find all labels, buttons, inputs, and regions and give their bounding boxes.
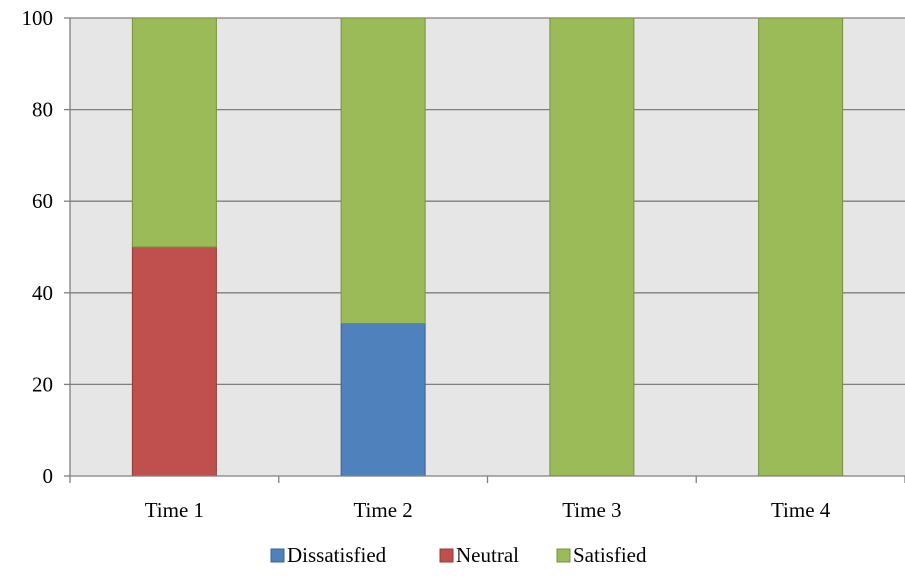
legend: Dissatisfied Neutral Satisfied xyxy=(270,543,647,567)
y-tick-label: 0 xyxy=(43,464,54,488)
legend-item-satisfied: Satisfied xyxy=(556,543,647,567)
bar-dissatisfied-time-2 xyxy=(340,322,426,477)
y-tick-label: 40 xyxy=(32,281,53,305)
bar-neutral-time-1 xyxy=(131,246,217,477)
y-tick-label: 60 xyxy=(32,189,53,213)
x-tick-label: Time 2 xyxy=(353,498,412,522)
bar-satisfied-time-3 xyxy=(549,17,635,477)
legend-label: Neutral xyxy=(456,543,519,567)
x-tick-labels: Time 1 Time 2 Time 3 Time 4 xyxy=(145,498,831,522)
y-tick-label: 100 xyxy=(22,6,54,30)
x-tick-label: Time 3 xyxy=(562,498,621,522)
legend-swatch xyxy=(270,548,285,563)
x-tick-label: Time 4 xyxy=(771,498,831,522)
legend-label: Satisfied xyxy=(573,543,647,567)
axes xyxy=(69,18,905,483)
bars xyxy=(131,17,844,477)
y-tick-label: 80 xyxy=(32,98,53,122)
bar-satisfied-time-2 xyxy=(340,17,426,324)
bar-satisfied-time-1 xyxy=(131,17,217,248)
legend-item-dissatisfied: Dissatisfied xyxy=(270,543,387,567)
legend-swatch xyxy=(556,548,571,563)
legend-label: Dissatisfied xyxy=(287,543,387,567)
y-tick-labels: 0 20 40 60 80 100 xyxy=(22,6,54,488)
legend-swatch xyxy=(439,548,454,563)
y-tick-label: 20 xyxy=(32,372,53,396)
legend-item-neutral: Neutral xyxy=(439,543,519,567)
bar-satisfied-time-4 xyxy=(758,17,844,477)
x-tick-label: Time 1 xyxy=(145,498,204,522)
